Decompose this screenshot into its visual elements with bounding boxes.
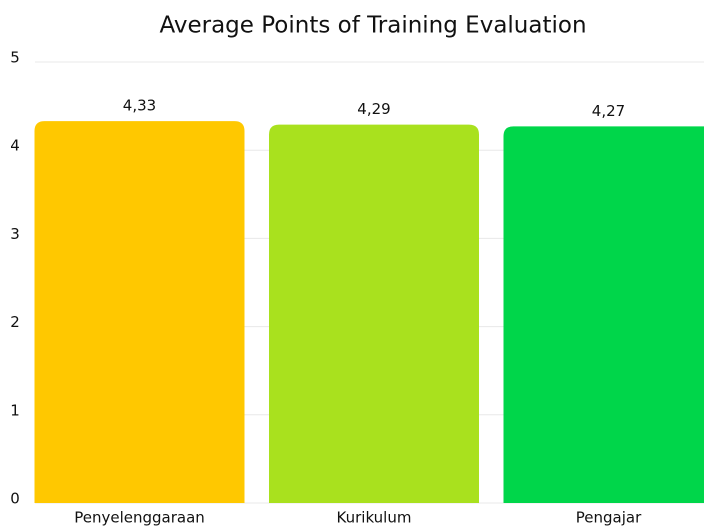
value-label: 4,33 <box>123 97 156 115</box>
y-tick-label: 0 <box>10 490 20 508</box>
y-tick-label: 1 <box>10 401 20 419</box>
x-tick-label: Penyelenggaraan <box>74 509 205 527</box>
y-tick-label: 5 <box>10 49 20 67</box>
x-tick-label: Pengajar <box>576 509 642 527</box>
y-tick-label: 3 <box>10 225 20 243</box>
x-tick-label: Kurikulum <box>337 509 412 527</box>
y-tick-label: 4 <box>10 137 20 155</box>
value-label: 4,27 <box>592 102 625 120</box>
bar <box>34 121 245 504</box>
y-tick-label: 2 <box>10 313 20 331</box>
chart-title: Average Points of Training Evaluation <box>159 13 586 39</box>
bar <box>503 126 704 503</box>
value-label: 4,29 <box>357 100 390 118</box>
bar <box>269 124 479 503</box>
